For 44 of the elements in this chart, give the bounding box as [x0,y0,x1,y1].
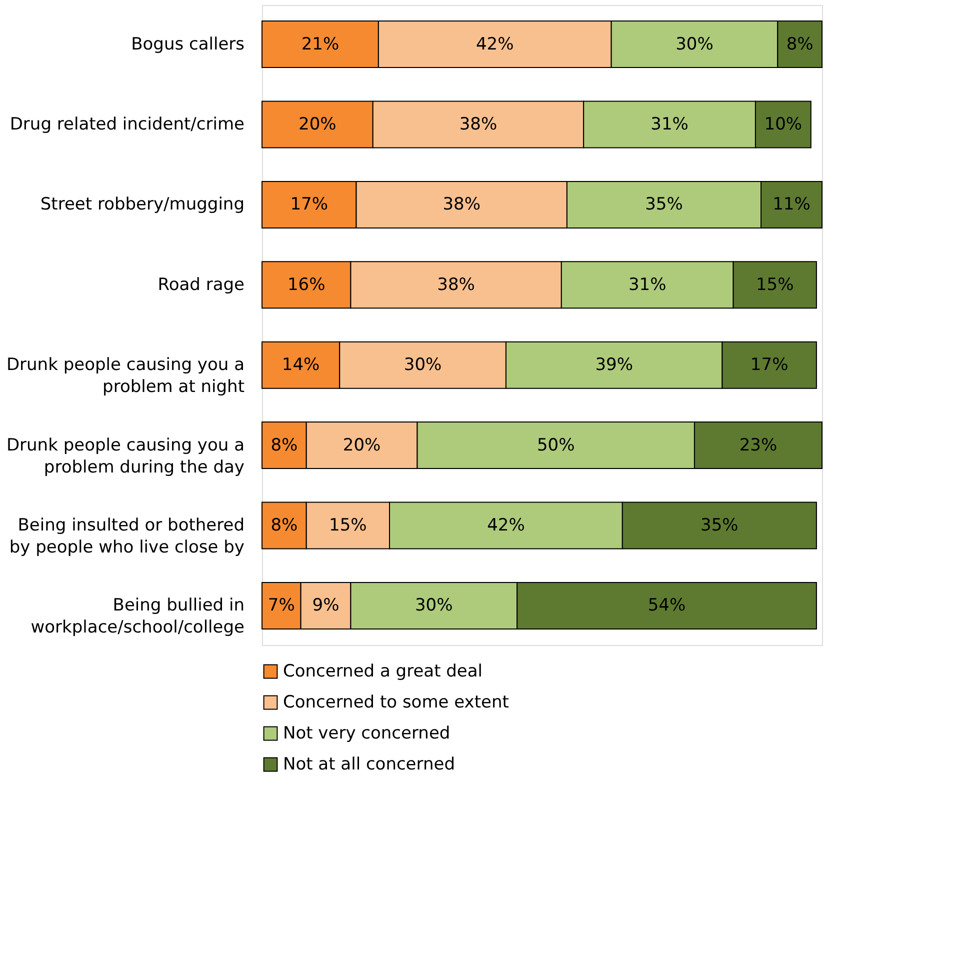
data-label: 50% [536,435,575,456]
y-tick-label: Street robbery/mugging [40,194,244,215]
data-label: 14% [282,355,320,376]
data-label: 31% [628,274,666,295]
y-tick-label: Drug related incident/crime [10,114,244,134]
data-label: 20% [342,435,381,456]
data-label: 15% [756,274,794,295]
y-tick-label: Road rage [158,274,244,295]
data-label: 8% [786,34,814,54]
data-label: 23% [739,435,778,456]
data-label: 39% [595,355,633,376]
data-label: 38% [437,274,475,295]
y-tick-label: Bogus callers [131,34,245,54]
data-label: 35% [700,516,738,536]
y-tick-label: Being bullied in workplace/school/college [30,596,244,638]
data-label: 30% [414,596,453,616]
data-label: 10% [764,114,802,134]
data-label: 30% [676,34,714,54]
y-tick-label: Drunk people causing you a problem at night [6,355,245,398]
data-label: 35% [645,194,683,215]
y-tick-label: Being insulted or bothered by people who live close by [9,516,244,558]
data-label: 7% [268,596,295,616]
legend-label: Not very concerned [283,724,450,744]
data-label: 15% [329,516,367,536]
data-label: 21% [301,34,340,54]
y-tick-label: Drunk people causing you a problem during the day [6,435,244,478]
legend-label: Not at all concerned [283,754,455,774]
data-label: 38% [442,194,480,215]
data-label: 42% [476,34,514,54]
data-label: 9% [312,596,340,616]
data-label: 31% [650,114,688,134]
data-label: 11% [772,194,810,215]
data-label: 42% [487,516,525,536]
data-label: 17% [290,194,328,215]
data-label: 54% [648,596,686,616]
data-label: 20% [298,114,336,134]
legend-label: Concerned a great deal [283,662,483,682]
legend-label: Concerned to some extent [283,692,510,712]
data-label: 30% [404,355,442,376]
data-label: 38% [459,114,498,134]
data-label: 17% [750,355,788,376]
data-label: 16% [287,274,326,295]
data-label: 8% [270,435,298,456]
data-label: 8% [270,516,298,536]
